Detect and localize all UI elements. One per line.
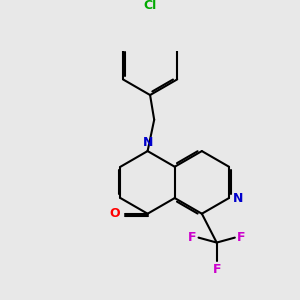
Text: O: O: [110, 207, 120, 220]
Text: F: F: [188, 231, 196, 244]
Text: F: F: [212, 263, 221, 276]
Text: N: N: [233, 192, 244, 205]
Text: N: N: [142, 136, 153, 148]
Text: F: F: [237, 231, 246, 244]
Text: Cl: Cl: [143, 0, 157, 12]
